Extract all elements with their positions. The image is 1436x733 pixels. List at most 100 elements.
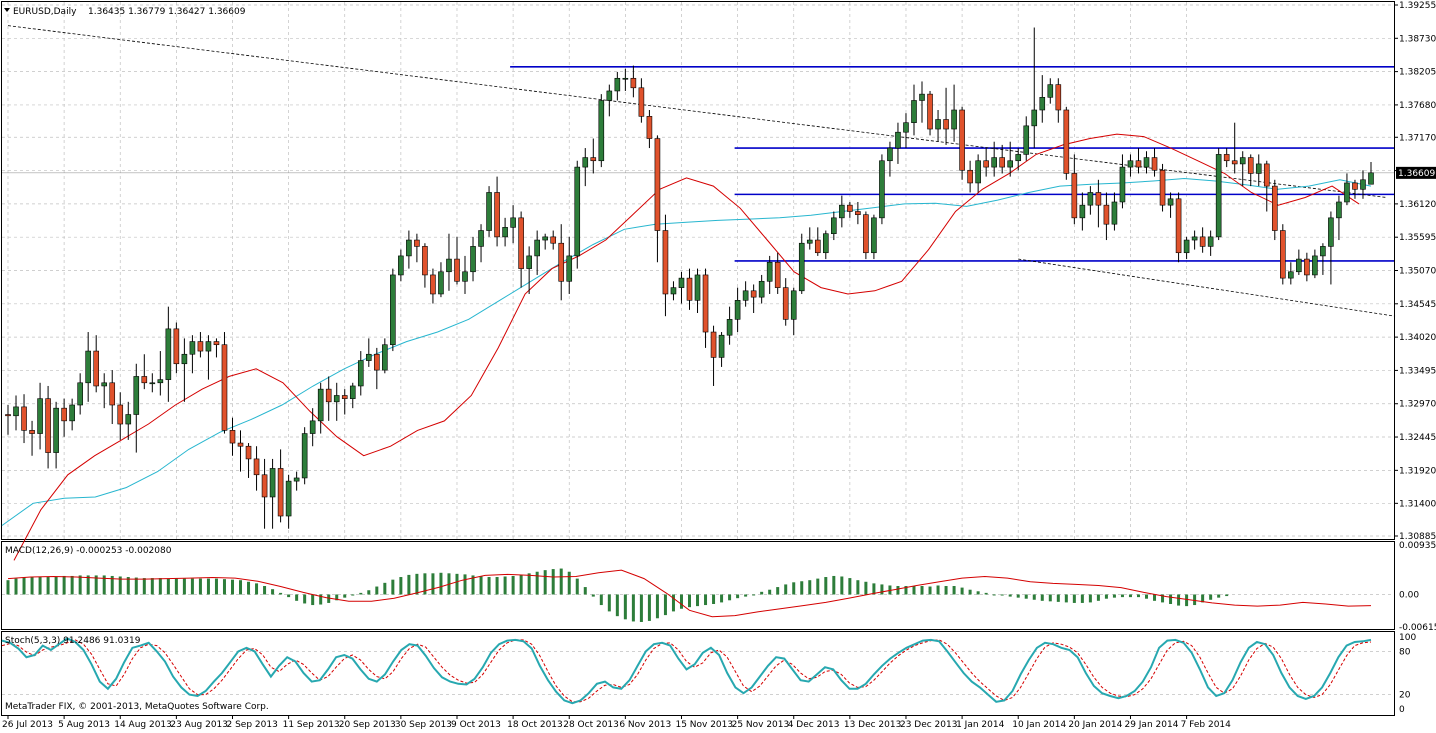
candle[interactable] <box>309 408 316 447</box>
candle[interactable] <box>430 268 436 304</box>
candle[interactable] <box>101 373 108 409</box>
candle[interactable] <box>1023 116 1030 161</box>
candle[interactable] <box>1320 243 1326 275</box>
candle[interactable] <box>93 335 99 393</box>
candle[interactable] <box>470 236 476 282</box>
candle[interactable] <box>710 325 717 386</box>
candle[interactable] <box>1344 173 1350 206</box>
candle[interactable] <box>45 385 51 469</box>
candle[interactable] <box>5 404 11 435</box>
candle[interactable] <box>325 376 332 421</box>
candle[interactable] <box>1031 27 1038 149</box>
candle[interactable] <box>125 401 132 440</box>
candle[interactable] <box>590 138 597 174</box>
candle[interactable] <box>670 281 677 301</box>
candle[interactable] <box>790 287 797 336</box>
candle[interactable] <box>462 255 468 294</box>
candle[interactable] <box>1215 148 1222 241</box>
candle[interactable] <box>847 201 853 218</box>
candle[interactable] <box>734 287 741 333</box>
candle[interactable] <box>798 233 805 294</box>
candle[interactable] <box>510 205 516 244</box>
candle[interactable] <box>662 214 669 317</box>
candle[interactable] <box>718 332 725 367</box>
candle[interactable] <box>726 306 733 345</box>
candle[interactable] <box>61 398 67 437</box>
candle[interactable] <box>742 281 749 307</box>
candle[interactable] <box>1007 141 1014 177</box>
candle[interactable] <box>951 84 957 142</box>
candle[interactable] <box>374 347 380 390</box>
candle[interactable] <box>494 176 500 247</box>
candle[interactable] <box>1039 75 1046 123</box>
candle[interactable] <box>558 224 565 301</box>
candle[interactable] <box>1111 192 1118 231</box>
candle[interactable] <box>117 392 124 440</box>
candle[interactable] <box>1255 154 1262 187</box>
candle[interactable] <box>927 90 933 136</box>
candle[interactable] <box>758 274 765 304</box>
candle[interactable] <box>887 141 893 177</box>
candle[interactable] <box>526 246 532 294</box>
trend-line[interactable] <box>7 25 1388 198</box>
candle[interactable] <box>29 420 35 456</box>
candle[interactable] <box>1119 154 1126 209</box>
candle[interactable] <box>1191 230 1198 250</box>
candle[interactable] <box>253 446 260 491</box>
candle[interactable] <box>406 230 412 269</box>
candle[interactable] <box>879 154 885 225</box>
candle[interactable] <box>822 230 829 260</box>
candle[interactable] <box>943 87 949 145</box>
candle[interactable] <box>975 154 981 193</box>
candle[interactable] <box>1304 252 1310 282</box>
candle[interactable] <box>598 94 605 168</box>
candle[interactable] <box>895 122 901 164</box>
candle[interactable] <box>1231 122 1238 174</box>
candle[interactable] <box>69 398 75 431</box>
candle[interactable] <box>109 370 116 425</box>
candle[interactable] <box>149 373 156 393</box>
candle[interactable] <box>1328 211 1334 285</box>
candle[interactable] <box>438 262 444 298</box>
candle[interactable] <box>1207 230 1214 256</box>
candle[interactable] <box>750 284 757 314</box>
candle[interactable] <box>1336 195 1342 241</box>
candle[interactable] <box>173 322 180 374</box>
candle[interactable] <box>261 458 268 529</box>
candle[interactable] <box>141 354 148 390</box>
candle[interactable] <box>414 233 420 263</box>
candle[interactable] <box>622 68 629 91</box>
candle[interactable] <box>1047 78 1054 104</box>
candle[interactable] <box>839 195 845 228</box>
candle[interactable] <box>301 427 308 485</box>
candle[interactable] <box>422 243 428 288</box>
candle[interactable] <box>702 268 709 348</box>
candle[interactable] <box>21 394 27 444</box>
candle[interactable] <box>229 417 236 456</box>
candle[interactable] <box>165 306 172 402</box>
candle[interactable] <box>317 382 324 434</box>
candle[interactable] <box>566 236 573 294</box>
candle[interactable] <box>1143 151 1150 174</box>
candle[interactable] <box>1167 192 1174 218</box>
candle[interactable] <box>774 252 781 294</box>
candle[interactable] <box>991 141 997 177</box>
candle[interactable] <box>181 338 188 402</box>
candle[interactable] <box>1288 262 1294 285</box>
candle[interactable] <box>1223 148 1230 168</box>
candle[interactable] <box>205 335 212 380</box>
candle[interactable] <box>967 160 973 193</box>
candle[interactable] <box>454 236 460 285</box>
candle[interactable] <box>983 148 989 177</box>
candle[interactable] <box>1135 148 1142 174</box>
candle[interactable] <box>398 249 404 282</box>
candle[interactable] <box>285 474 292 529</box>
candle[interactable] <box>1127 154 1134 177</box>
candle[interactable] <box>1071 154 1078 225</box>
candle[interactable] <box>293 471 300 491</box>
candle[interactable] <box>814 227 821 256</box>
candle[interactable] <box>1103 192 1110 241</box>
candle[interactable] <box>1015 148 1022 171</box>
candle[interactable] <box>518 211 524 288</box>
